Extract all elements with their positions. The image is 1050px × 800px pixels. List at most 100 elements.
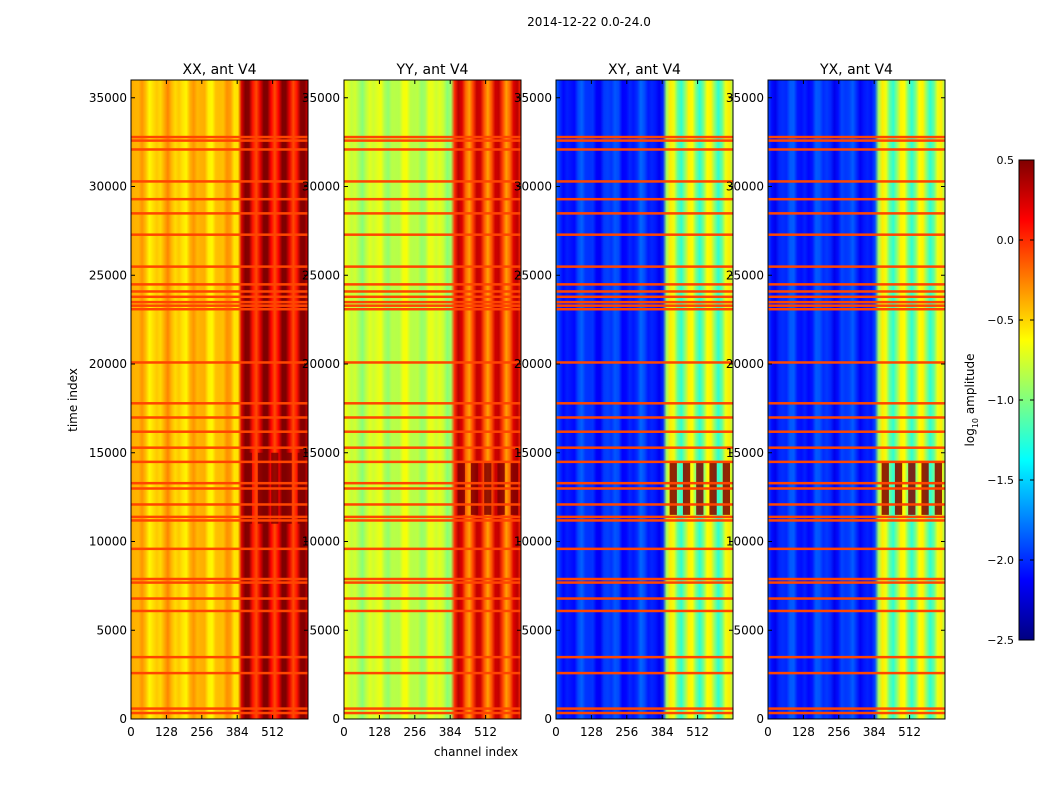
y-tick-label: 15000 <box>726 446 764 460</box>
flag-row <box>556 597 733 600</box>
x-tick-label: 512 <box>898 725 921 739</box>
flag-row <box>768 711 945 715</box>
y-tick-label: 35000 <box>302 91 340 105</box>
y-tick-label: 35000 <box>89 91 127 105</box>
flag-row <box>556 430 733 433</box>
heatmap-panel-yy: YY, ant V4 0 128 256 384 512 0 5000 10000 15000 20… <box>302 62 522 739</box>
flag-row <box>344 416 521 419</box>
flag-row <box>556 300 733 304</box>
axes-frame <box>767 79 946 720</box>
flag-row <box>131 180 308 183</box>
flag-row <box>556 265 733 268</box>
flag-row <box>768 290 945 293</box>
y-tick-label: 5000 <box>309 623 340 637</box>
flag-row <box>131 481 308 485</box>
flag-row <box>344 402 521 405</box>
flag-row <box>344 283 521 286</box>
flag-row <box>556 707 733 710</box>
flag-row <box>131 581 308 584</box>
x-tick-label: 384 <box>651 725 674 739</box>
y-tick-label: 25000 <box>726 268 764 282</box>
flag-row <box>344 430 521 433</box>
flag-row <box>556 671 733 675</box>
flag-row <box>768 180 945 183</box>
heatmap-image <box>131 80 308 719</box>
x-tick-label: 256 <box>615 725 638 739</box>
colorbar-label-base: log <box>963 428 977 446</box>
flag-row <box>344 577 521 581</box>
flag-row <box>768 300 945 304</box>
y-tick-label: 10000 <box>726 535 764 549</box>
flag-row <box>768 307 945 311</box>
flag-row <box>131 655 308 659</box>
x-tick-label: 0 <box>764 725 772 739</box>
flag-row <box>768 402 945 405</box>
flag-row <box>768 655 945 659</box>
flag-row <box>344 304 521 307</box>
flag-row <box>131 295 308 299</box>
heatmap-panel-xy: XY, ant V4 0 128 256 384 512 0 5000 10000 15000 20… <box>514 62 734 739</box>
flag-row <box>768 197 945 201</box>
heatmap-image <box>556 80 733 719</box>
flag-row <box>556 446 733 449</box>
y-tick-label: 25000 <box>514 268 552 282</box>
axes-frame <box>130 79 309 720</box>
flag-row <box>131 416 308 419</box>
y-tick-label: 15000 <box>514 446 552 460</box>
flag-row <box>131 547 308 551</box>
flag-row <box>768 581 945 584</box>
flag-row <box>344 547 521 551</box>
flag-row <box>131 430 308 433</box>
flag-row <box>131 503 308 506</box>
x-tick-label: 256 <box>827 725 850 739</box>
colorbar-tick-label: −2.5 <box>987 634 1014 647</box>
flag-row <box>131 711 308 715</box>
y-axis-label: time index <box>66 368 80 432</box>
colorbar-label-rest: amplitude <box>963 354 977 418</box>
flag-row <box>131 446 308 449</box>
flag-row <box>131 139 308 142</box>
heatmap-panel-yx: YX, ant V4 0 128 256 384 512 0 5000 10000 15000 20… <box>726 62 946 739</box>
flag-row <box>344 265 521 268</box>
flag-row <box>556 135 733 139</box>
flag-row <box>556 307 733 311</box>
flag-row <box>556 295 733 299</box>
flag-row <box>556 197 733 201</box>
flag-row <box>556 581 733 584</box>
y-tick-label: 25000 <box>302 268 340 282</box>
flag-row <box>768 671 945 675</box>
flag-row <box>556 460 733 464</box>
y-tick-label: 20000 <box>514 357 552 371</box>
flag-row <box>768 135 945 139</box>
colorbar-tick-label: 0.5 <box>997 154 1015 167</box>
flag-row <box>556 283 733 286</box>
flag-row <box>131 307 308 311</box>
y-tick-label: 0 <box>119 712 127 726</box>
panel-title: YY, ant V4 <box>396 62 469 78</box>
flag-row <box>556 212 733 215</box>
flag-row <box>344 487 521 490</box>
flag-row <box>131 671 308 675</box>
flag-row <box>344 671 521 675</box>
flag-row <box>768 233 945 236</box>
flag-row <box>768 283 945 286</box>
flag-row <box>768 265 945 268</box>
y-tick-label: 5000 <box>733 623 764 637</box>
flag-row <box>131 290 308 293</box>
heatmap-panel-xx: XX, ant V4 0 128 256 384 512 0 5000 10000 15000 20… <box>89 62 309 739</box>
y-tick-label: 10000 <box>302 535 340 549</box>
flag-row <box>768 577 945 581</box>
flag-row <box>768 487 945 490</box>
flag-row <box>556 290 733 293</box>
flag-row <box>131 487 308 490</box>
flag-row <box>131 265 308 268</box>
flag-row <box>768 446 945 449</box>
flag-row <box>131 304 308 307</box>
x-tick-label: 128 <box>155 725 178 739</box>
y-tick-label: 30000 <box>302 180 340 194</box>
panel-title: YX, ant V4 <box>819 62 893 78</box>
x-tick-label: 512 <box>686 725 709 739</box>
flag-row <box>768 597 945 600</box>
colorbar-tick-label: −1.5 <box>987 474 1014 487</box>
